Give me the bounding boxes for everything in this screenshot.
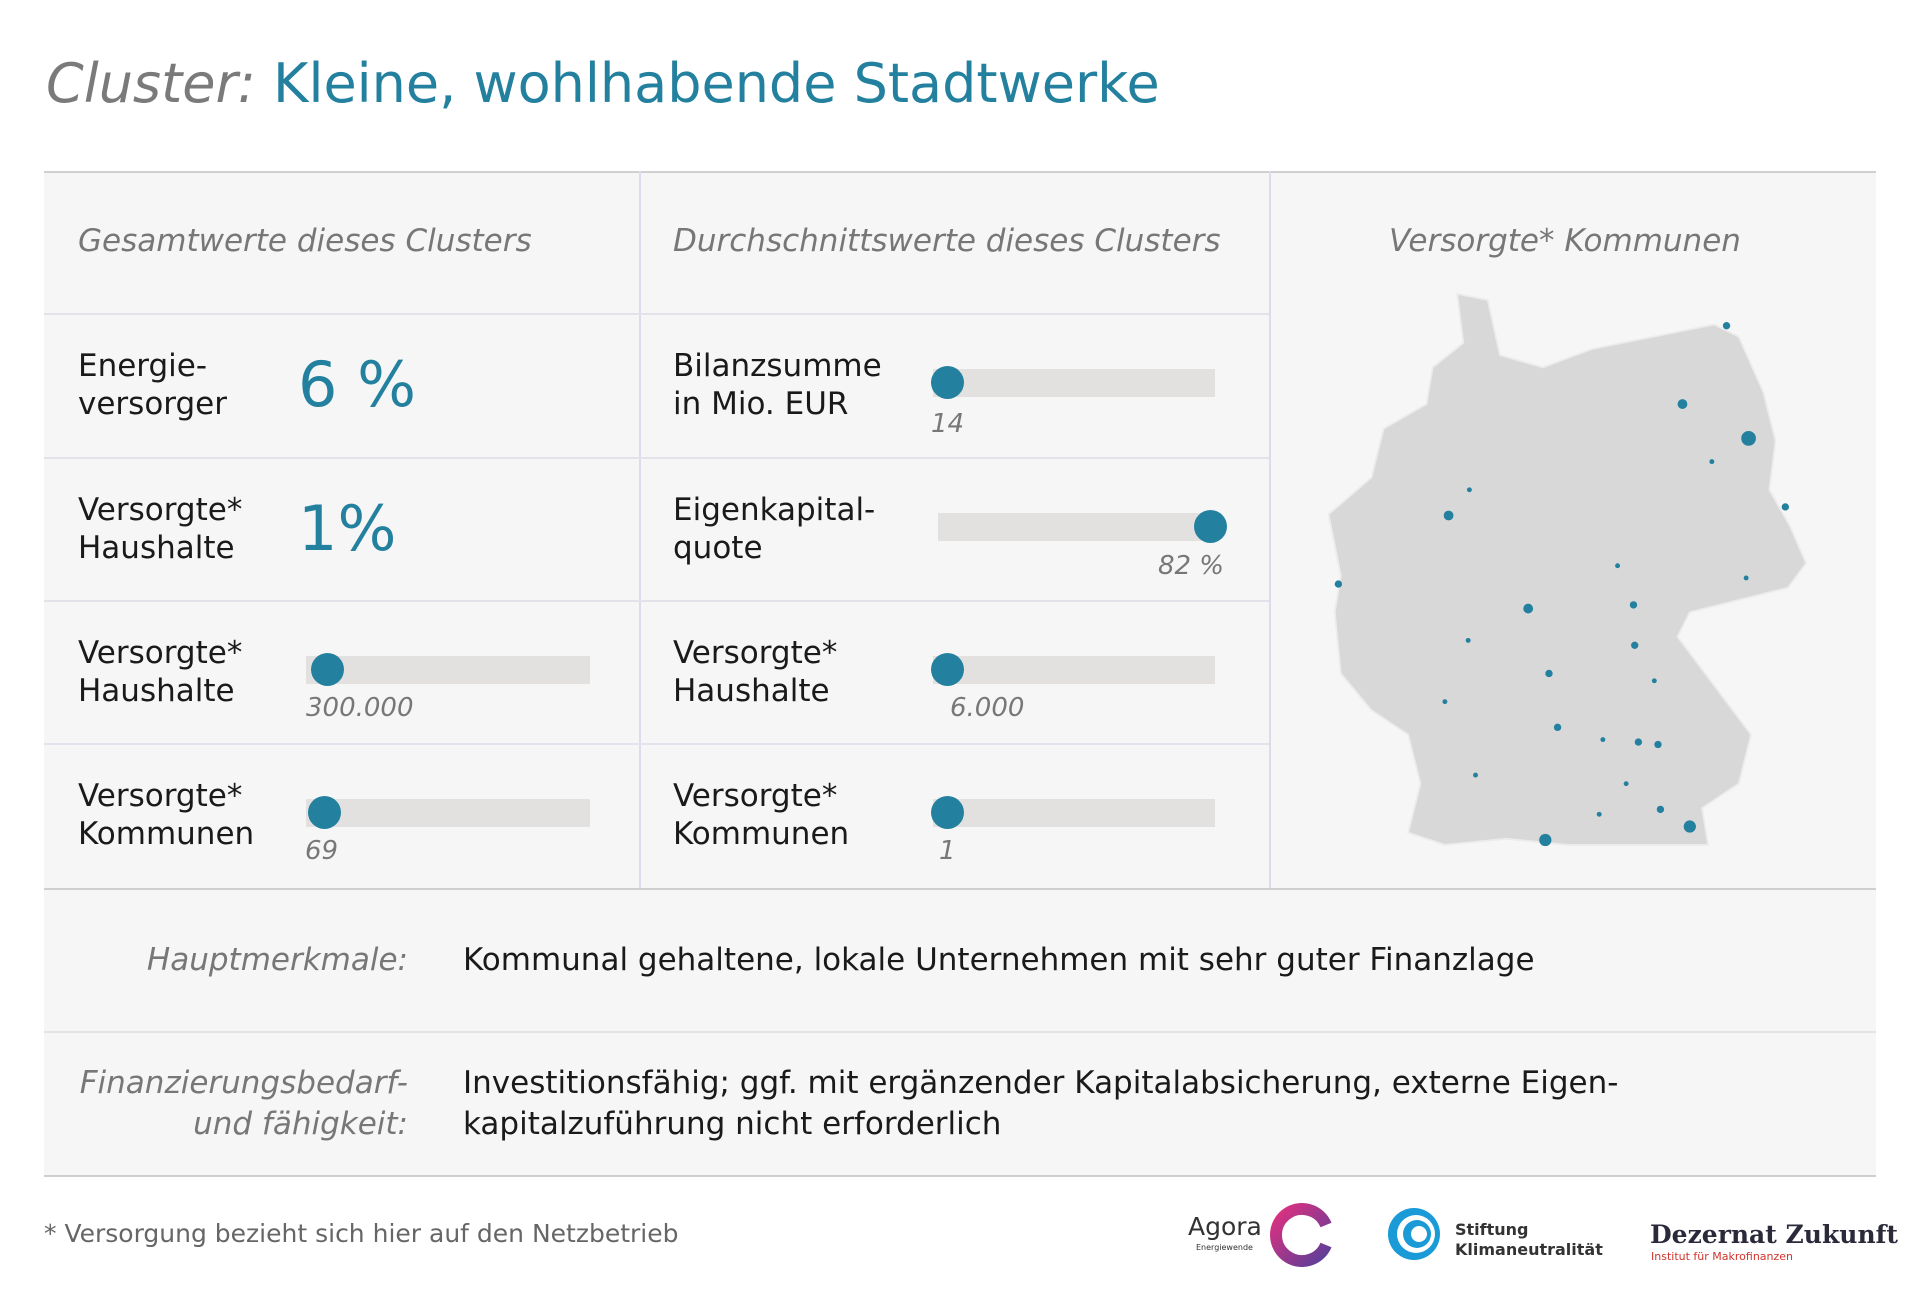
row-label: Versorgte* Kommunen [78, 777, 254, 853]
row-line [44, 743, 1269, 745]
slider-value: 300.000 [306, 693, 414, 723]
label-line: Kommunen [673, 816, 850, 852]
slider-dot [1194, 510, 1227, 543]
column-header: Durchschnittswerte dieses Clusters [673, 223, 1221, 259]
agora-icon [1270, 1203, 1332, 1267]
germany-shape [1327, 292, 1808, 846]
divider [639, 171, 641, 888]
row-label: Energie-versorger [78, 347, 227, 423]
logo-text: Dezernat Zukunft [1650, 1220, 1898, 1249]
label-line: Finanzierungsbedarf- [79, 1065, 408, 1101]
row-line [44, 457, 1269, 459]
title-prefix: Cluster: [46, 52, 256, 115]
logo-word: Zukunft [1785, 1220, 1898, 1249]
big-value: 1% [298, 492, 397, 565]
stiftung-icon [1388, 1208, 1440, 1260]
logo-subtext: Institut für Makrofinanzen [1651, 1250, 1794, 1263]
slider-value: 1 [939, 836, 956, 866]
row-line [44, 1031, 1876, 1033]
feature-text: Investitionsfähig; ggf. mit ergänzender … [463, 1063, 1618, 1145]
slider-dot [311, 653, 344, 686]
label-line: Versorgte* [78, 778, 243, 814]
text-line: Kommunal gehaltene, lokale Unternehmen m… [463, 942, 1535, 978]
slider-value: 14 [931, 409, 965, 439]
feature-text: Kommunal gehaltene, lokale Unternehmen m… [463, 940, 1535, 981]
row-label: Versorgte* Haushalte [673, 634, 837, 710]
footnote: * Versorgung bezieht sich hier auf den N… [44, 1219, 679, 1248]
label-line: Eigenkapital- [673, 492, 876, 528]
feature-label: Finanzierungsbedarf-und fähigkeit: [80, 1063, 408, 1145]
slider-track [933, 369, 1215, 397]
label-line: Versorgte* [673, 635, 838, 671]
slider-value: 82 % [1157, 551, 1224, 581]
row-label: Versorgte* Haushalte [78, 634, 242, 710]
slider-track [933, 799, 1215, 827]
title: Cluster: Kleine, wohlhabende Stadtwerke [46, 52, 1160, 115]
label-line: Versorgte* [78, 492, 243, 528]
row-label: Versorgte* Kommunen [673, 777, 849, 853]
column-header: Versorgte* Kommunen [1389, 223, 1741, 259]
column-header: Gesamtwerte dieses Clusters [78, 223, 532, 259]
label-line: Versorgte* [673, 778, 838, 814]
title-main: Kleine, wohlhabende Stadtwerke [273, 52, 1160, 115]
logo-subtext: Energiewende [1196, 1243, 1253, 1252]
slider-value: 69 [305, 836, 339, 866]
logo-text: Stiftung [1455, 1220, 1529, 1239]
label-line: Kommunen [78, 816, 255, 852]
row-label: Eigenkapital-quote [673, 491, 875, 567]
label-line: versorger [78, 386, 227, 422]
divider [1269, 171, 1271, 888]
label-line: Haushalte [78, 530, 235, 566]
label-line: Haushalte [78, 673, 235, 709]
logo-word: Dezernat [1650, 1220, 1777, 1249]
text-line: Investitionsfähig; ggf. mit ergänzender … [463, 1065, 1619, 1101]
slider-track [306, 656, 590, 684]
label-line: Energie- [78, 348, 208, 384]
slider-dot [308, 796, 341, 829]
slider-value: 6.000 [950, 693, 1025, 723]
text-line: kapitalzuführung nicht erforderlich [463, 1106, 1002, 1142]
label-line: Bilanzsumme [673, 348, 882, 384]
label-line: und fähigkeit: [193, 1106, 408, 1142]
slider-track [933, 656, 1215, 684]
label-line: quote [673, 530, 763, 566]
slider-dot [931, 796, 964, 829]
big-value: 6 % [298, 348, 417, 421]
logo-text: Agora [1188, 1212, 1262, 1241]
slider-dot [931, 366, 964, 399]
logo-text: Klimaneutralität [1455, 1240, 1603, 1259]
row-line [44, 313, 1269, 315]
row-label: Bilanzsumme in Mio. EUR [673, 347, 882, 423]
label-line: in Mio. EUR [673, 386, 849, 422]
row-line [44, 600, 1269, 602]
slider-track [306, 799, 590, 827]
label-line: Hauptmerkmale: [146, 942, 408, 978]
municipalities [1334, 322, 1789, 847]
label-line: Versorgte* [78, 635, 243, 671]
row-label: Versorgte* Haushalte [78, 491, 242, 567]
slider-dot [931, 653, 964, 686]
label-line: Haushalte [673, 673, 830, 709]
slider-track [938, 513, 1215, 541]
feature-label: Hauptmerkmale: [147, 940, 408, 981]
